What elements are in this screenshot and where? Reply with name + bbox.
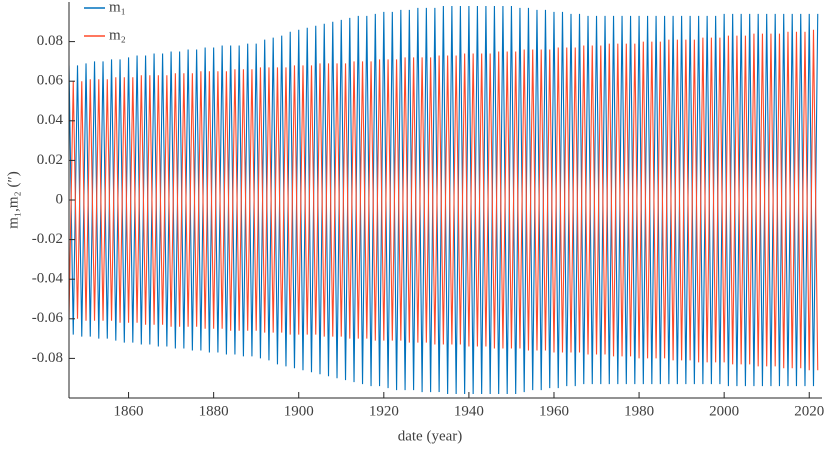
y-tick-label: 0.08 xyxy=(37,33,63,49)
x-tick-label: 1860 xyxy=(114,403,144,419)
x-tick-label: 2000 xyxy=(709,403,739,419)
series-line xyxy=(69,5,819,395)
y-tick-label: -0.02 xyxy=(32,231,63,247)
y-tick-label: 0 xyxy=(56,191,64,207)
x-axis-label: date (year) xyxy=(398,428,463,444)
x-tick-label: 1960 xyxy=(539,403,569,419)
y-tick-label: -0.04 xyxy=(32,271,64,287)
legend-label: m₂ xyxy=(109,27,126,43)
x-tick-label: 1940 xyxy=(454,403,484,419)
x-tick-label: 1980 xyxy=(624,403,654,419)
legend-label: m₁ xyxy=(109,0,126,15)
x-tick-label: 2020 xyxy=(794,403,824,419)
x-tick-label: 1900 xyxy=(284,403,314,419)
plot-area xyxy=(69,5,819,395)
x-tick-label: 1880 xyxy=(199,403,229,419)
y-axis-label: m₁,m₂ (″) xyxy=(5,171,21,229)
x-tick-label: 1920 xyxy=(369,403,399,419)
y-tick-label: -0.08 xyxy=(32,350,63,366)
y-tick-label: -0.06 xyxy=(32,310,64,326)
y-tick-label: 0.02 xyxy=(37,152,63,168)
series-line xyxy=(69,29,819,371)
y-tick-label: 0.06 xyxy=(37,73,64,89)
y-tick-label: 0.04 xyxy=(37,112,64,128)
